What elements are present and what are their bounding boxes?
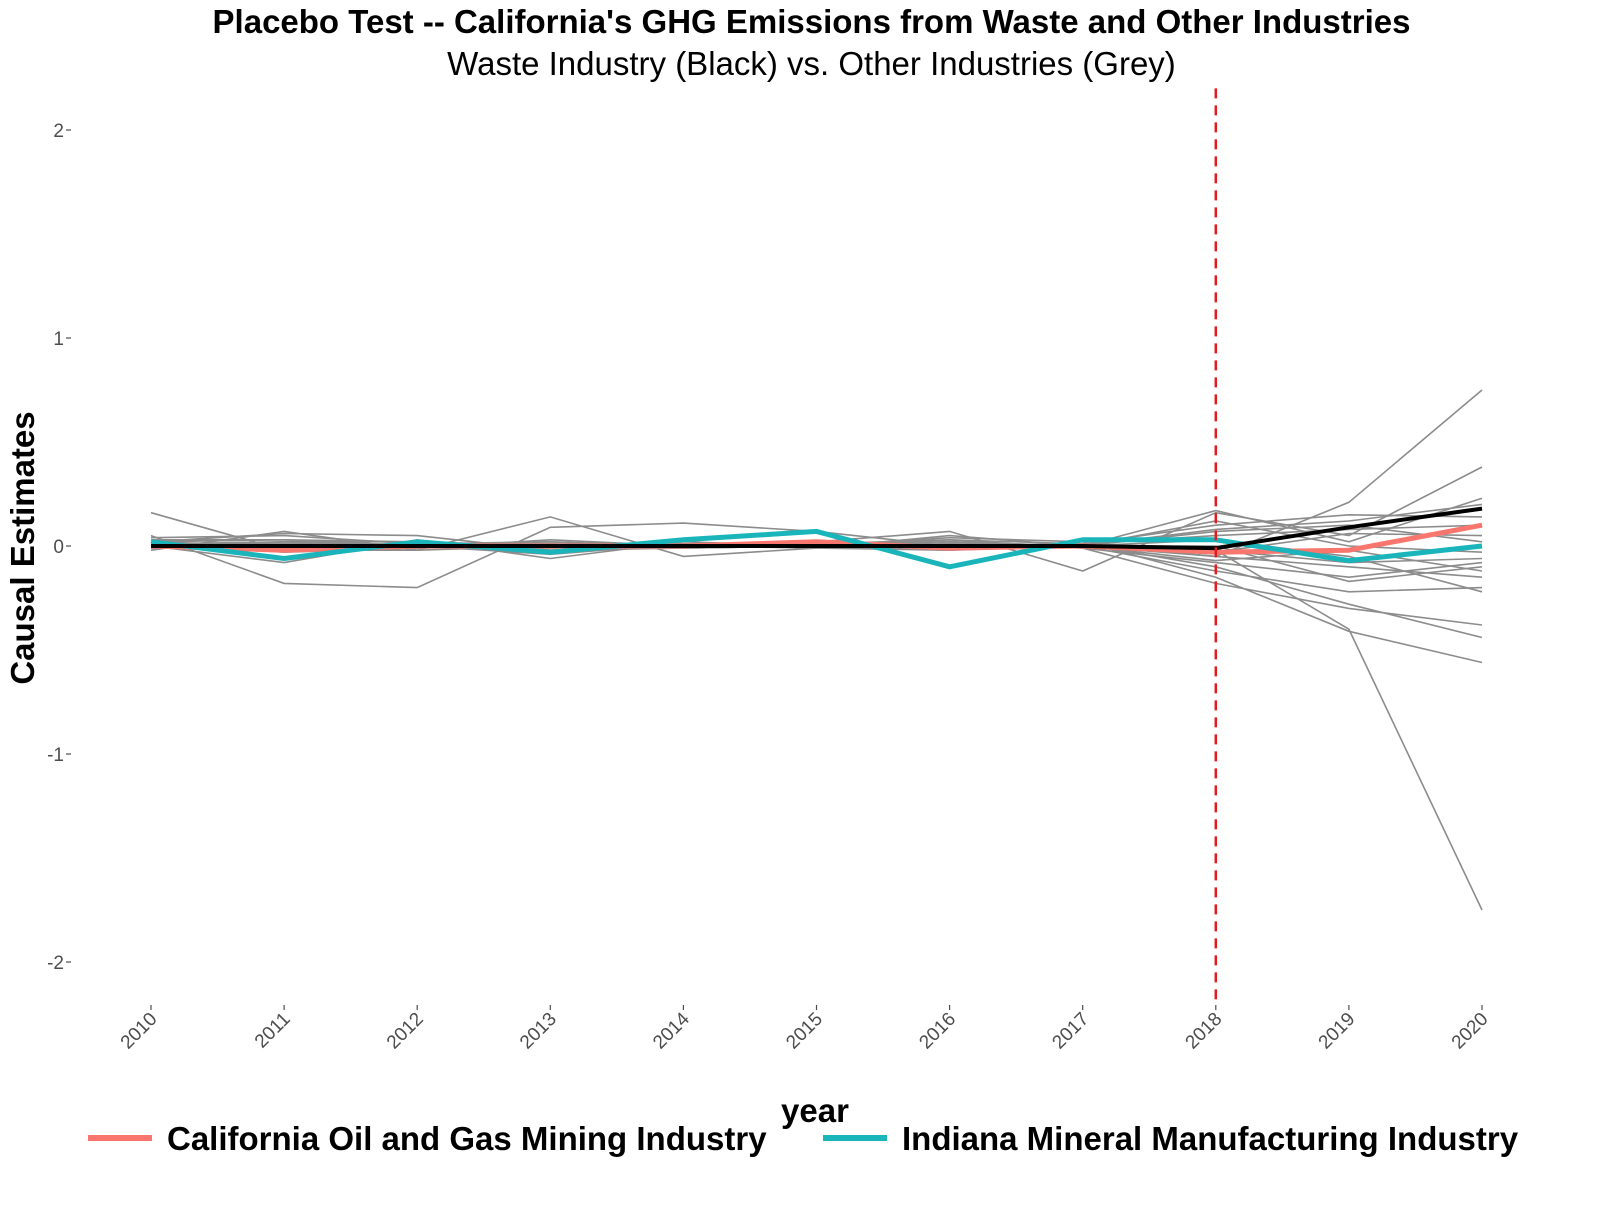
- x-tick-label: 2018: [1182, 1009, 1227, 1054]
- grey-series-line: [150, 511, 1483, 911]
- x-tick-label: 2011: [251, 1009, 295, 1053]
- chart-subtitle: Waste Industry (Black) vs. Other Industr…: [447, 45, 1176, 82]
- x-tick-label: 2020: [1448, 1009, 1493, 1054]
- x-tick-label: 2014: [649, 1008, 694, 1053]
- legend: California Oil and Gas Mining Industry In…: [88, 1120, 1519, 1157]
- x-axis-ticks: 2010 2011 2012 2013 2014 2015 2016 2017 2018 2019…: [117, 1005, 1493, 1053]
- y-tick-label: 0: [53, 537, 64, 558]
- x-tick-label: 2013: [516, 1009, 561, 1054]
- x-axis-title: year: [781, 1092, 849, 1129]
- y-axis-title: Causal Estimates: [4, 411, 41, 684]
- grey-placebo-lines: [150, 389, 1483, 911]
- x-tick-label: 2010: [117, 1009, 162, 1054]
- y-tick-label: -2: [47, 953, 64, 974]
- y-tick-label: -1: [47, 745, 64, 766]
- chart-title: Placebo Test -- California's GHG Emissio…: [212, 3, 1411, 40]
- y-tick-label: 1: [53, 329, 64, 350]
- grey-series-line: [150, 389, 1483, 589]
- black-series-line: [151, 506, 1483, 551]
- legend-label: Indiana Mineral Manufacturing Industry: [902, 1120, 1519, 1157]
- x-tick-label: 2019: [1315, 1009, 1360, 1054]
- x-tick-label: 2012: [383, 1009, 428, 1054]
- x-tick-label: 2016: [915, 1009, 960, 1054]
- legend-label: California Oil and Gas Mining Industry: [167, 1120, 767, 1157]
- x-tick-label: 2015: [782, 1009, 827, 1054]
- y-tick-label: 2: [53, 121, 64, 142]
- waste-industry-line: [151, 506, 1483, 551]
- x-tick-label: 2017: [1048, 1009, 1093, 1054]
- y-axis-ticks: -2 -1 0 1 2: [47, 121, 71, 974]
- grey-series-line: [151, 538, 1483, 639]
